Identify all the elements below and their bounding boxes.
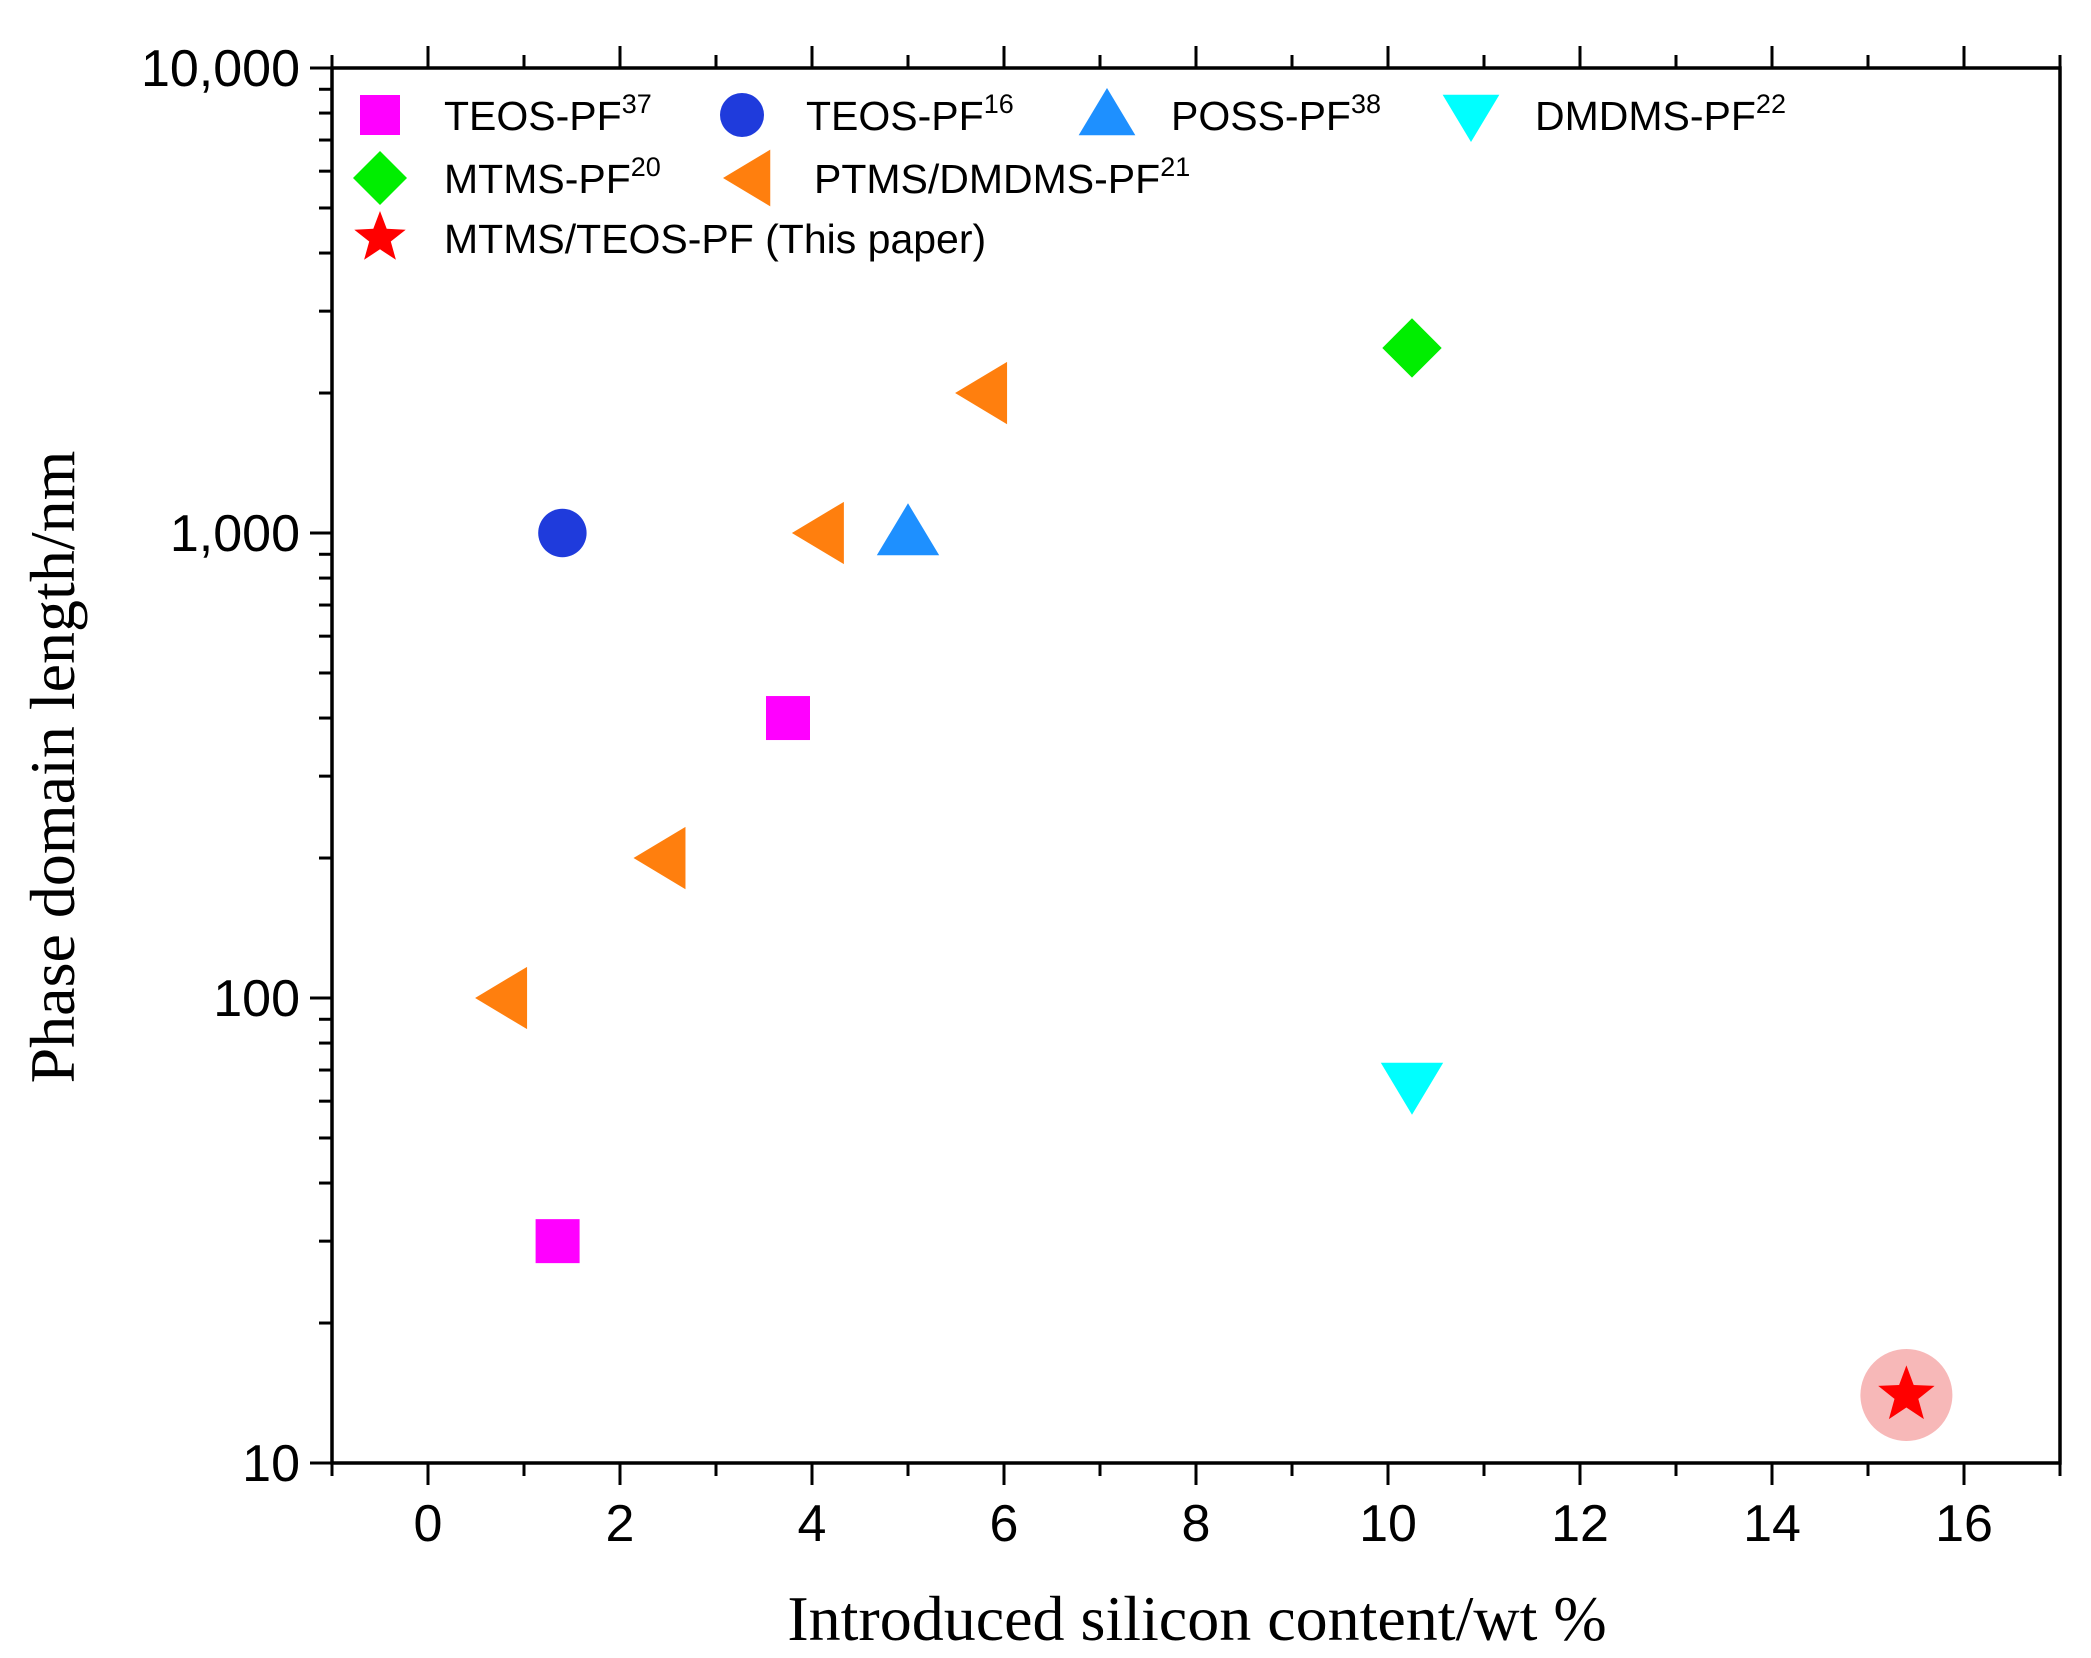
legend-marker [360, 95, 400, 135]
data-point [538, 508, 587, 558]
x-tick-label: 6 [990, 1495, 1019, 1553]
y-tick-label: 10,000 [141, 40, 300, 98]
series-2 [876, 503, 940, 556]
y-axis-label: Phase domain length/nm [17, 451, 88, 1084]
legend-ref: 16 [984, 89, 1014, 119]
legend-ref: 22 [1756, 89, 1786, 119]
data-point [475, 966, 528, 1030]
y-tick-label: 10 [242, 1435, 300, 1493]
x-tick-label: 4 [798, 1495, 827, 1553]
data-point [1382, 318, 1442, 378]
legend-label: MTMS-PF20 [444, 152, 661, 202]
data-point [1380, 1062, 1444, 1115]
legend-entry: PTMS/DMDMS-PF21 [723, 149, 1190, 207]
series-3 [1380, 1062, 1444, 1115]
data-point [791, 501, 844, 565]
legend-marker [720, 93, 764, 137]
legend-entry: POSS-PF38 [1078, 88, 1381, 139]
legend-label: POSS-PF38 [1171, 89, 1381, 139]
legend-ref: 21 [1160, 152, 1190, 182]
series-5 [475, 361, 1008, 1030]
series-0 [535, 696, 810, 1264]
legend-ref: 37 [622, 89, 652, 119]
series-1 [538, 508, 587, 558]
legend-marker [353, 151, 407, 205]
x-tick-label: 8 [1182, 1495, 1211, 1553]
legend-marker [1078, 88, 1136, 136]
x-tick-label: 0 [414, 1495, 443, 1553]
legend-marker [723, 149, 771, 207]
x-tick-label: 12 [1551, 1495, 1609, 1553]
data-marks [475, 318, 1953, 1442]
legend-label: TEOS-PF16 [806, 89, 1014, 139]
plot-frame [330, 66, 2062, 1465]
legend-entry: MTMS-PF20 [353, 151, 661, 205]
legend-marker [1442, 94, 1500, 142]
x-axis-label: Introduced silicon content/wt % [787, 1583, 1606, 1654]
data-point [1878, 1365, 1935, 1420]
axes: 0 2 4 6 8 10 12 14 16 10 100 1,000 10,000 [141, 40, 2062, 1553]
data-point [955, 361, 1008, 425]
legend-entry: TEOS-PF37 [360, 89, 652, 139]
x-tick-label: 16 [1935, 1495, 1993, 1553]
x-tick-label: 10 [1359, 1495, 1417, 1553]
legend-label: DMDMS-PF22 [1535, 89, 1786, 139]
legend-marker [354, 211, 406, 260]
data-point [535, 1219, 580, 1264]
legend-ref: 38 [1351, 89, 1381, 119]
series-4 [1382, 318, 1442, 378]
legend-label: TEOS-PF37 [444, 89, 652, 139]
data-point [766, 696, 810, 741]
legend-entry: TEOS-PF16 [720, 89, 1014, 139]
data-point [633, 826, 686, 890]
legend-ref: 20 [631, 152, 661, 182]
data-point [876, 503, 940, 556]
series-6 [1860, 1349, 1953, 1442]
x-tick-label: 14 [1743, 1495, 1801, 1553]
y-tick-label: 1,000 [170, 505, 300, 563]
y-tick-label: 100 [213, 970, 300, 1028]
x-tick-label: 2 [606, 1495, 635, 1553]
legend: TEOS-PF37 TEOS-PF16 POSS-PF38 DMDMS-PF22 MTM… [353, 88, 1786, 262]
legend-entry: DMDMS-PF22 [1442, 89, 1786, 142]
legend-entry: MTMS/TEOS-PF (This paper) [354, 211, 986, 262]
legend-label: PTMS/DMDMS-PF21 [814, 152, 1190, 202]
legend-label: MTMS/TEOS-PF (This paper) [444, 216, 986, 262]
